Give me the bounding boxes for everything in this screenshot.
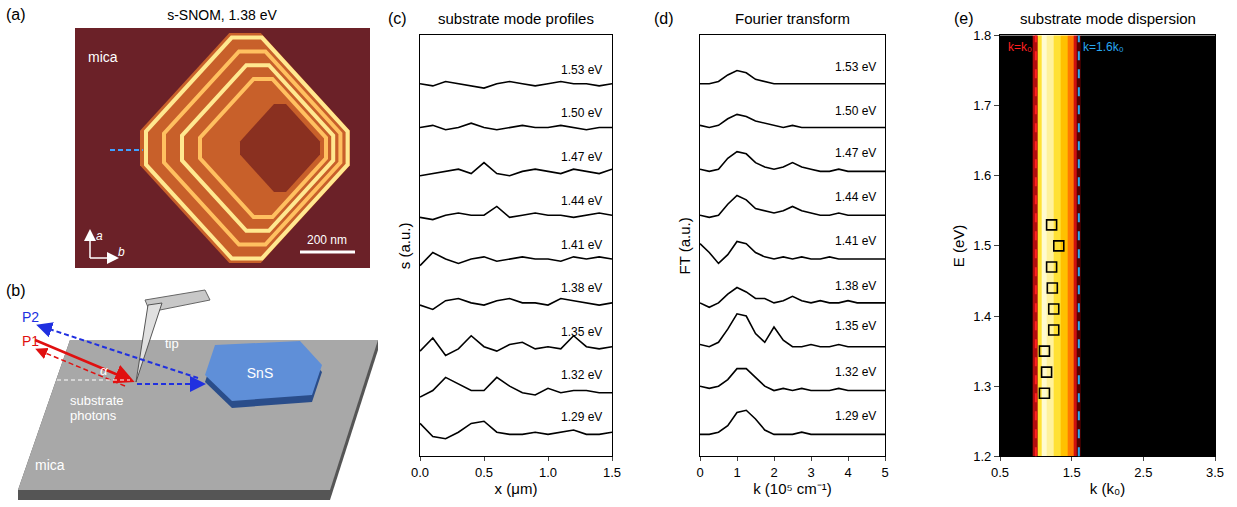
svg-text:s-SNOM, 1.38 eV: s-SNOM, 1.38 eV (167, 7, 277, 23)
svg-text:mica: mica (88, 49, 118, 65)
svg-text:(e): (e) (954, 10, 974, 27)
svg-text:1.38 eV: 1.38 eV (561, 281, 602, 295)
svg-text:1.35 eV: 1.35 eV (561, 325, 602, 339)
svg-text:1.6: 1.6 (973, 168, 991, 183)
svg-text:α: α (100, 363, 108, 378)
svg-text:x (μm): x (μm) (495, 480, 538, 497)
svg-text:1.29 eV: 1.29 eV (561, 410, 602, 424)
svg-text:2: 2 (770, 465, 777, 480)
svg-text:P1: P1 (22, 333, 39, 349)
svg-text:1.50 eV: 1.50 eV (835, 104, 876, 118)
svg-text:1.38 eV: 1.38 eV (835, 279, 876, 293)
svg-text:1.3: 1.3 (973, 379, 991, 394)
svg-text:0: 0 (696, 465, 703, 480)
svg-text:1.5: 1.5 (603, 465, 621, 480)
svg-text:E (eV): E (eV) (950, 225, 967, 268)
svg-text:k=1.6k₀: k=1.6k₀ (1083, 40, 1124, 54)
svg-text:1.29 eV: 1.29 eV (835, 409, 876, 423)
svg-text:1.7: 1.7 (973, 98, 991, 113)
svg-text:SnS: SnS (247, 365, 273, 381)
svg-text:substrate mode profiles: substrate mode profiles (438, 10, 594, 27)
svg-text:(a): (a) (6, 6, 26, 23)
svg-text:photons: photons (70, 408, 117, 423)
svg-text:1: 1 (733, 465, 740, 480)
svg-text:1.2: 1.2 (973, 449, 991, 464)
svg-text:1.53 eV: 1.53 eV (835, 60, 876, 74)
svg-text:b: b (118, 245, 125, 259)
svg-text:1.5: 1.5 (1063, 465, 1081, 480)
svg-text:k (10⁵ cm⁻¹): k (10⁵ cm⁻¹) (753, 480, 832, 497)
svg-text:a: a (96, 229, 103, 243)
svg-text:tip: tip (165, 336, 179, 351)
svg-text:1.50 eV: 1.50 eV (561, 106, 602, 120)
svg-text:1.47 eV: 1.47 eV (835, 146, 876, 160)
svg-text:1.5: 1.5 (973, 238, 991, 253)
svg-text:1.35 eV: 1.35 eV (835, 319, 876, 333)
svg-text:5: 5 (881, 465, 888, 480)
svg-text:1.0: 1.0 (539, 465, 557, 480)
svg-text:1.41 eV: 1.41 eV (835, 234, 876, 248)
svg-text:k=k₀: k=k₀ (1008, 40, 1032, 54)
svg-text:s (a.u.): s (a.u.) (396, 223, 413, 270)
svg-text:k (k₀): k (k₀) (1090, 480, 1125, 497)
svg-text:1.8: 1.8 (973, 28, 991, 43)
svg-text:3: 3 (807, 465, 814, 480)
svg-text:(b): (b) (6, 282, 26, 299)
svg-text:1.44 eV: 1.44 eV (561, 194, 602, 208)
svg-text:1.41 eV: 1.41 eV (561, 238, 602, 252)
svg-text:mica: mica (35, 457, 65, 473)
svg-text:0.5: 0.5 (475, 465, 493, 480)
svg-text:0.5: 0.5 (991, 465, 1009, 480)
svg-text:Fourier transform: Fourier transform (735, 10, 850, 27)
svg-text:4: 4 (844, 465, 851, 480)
svg-text:FT (a.u.): FT (a.u.) (676, 217, 693, 274)
svg-text:substrate mode dispersion: substrate mode dispersion (1020, 10, 1196, 27)
svg-text:P2: P2 (22, 309, 39, 325)
svg-text:1.44 eV: 1.44 eV (835, 190, 876, 204)
svg-text:1.4: 1.4 (973, 309, 991, 324)
svg-text:3.5: 3.5 (1206, 465, 1224, 480)
svg-text:1.47 eV: 1.47 eV (561, 150, 602, 164)
svg-text:0.0: 0.0 (411, 465, 429, 480)
svg-text:(c): (c) (388, 10, 407, 27)
svg-text:2.5: 2.5 (1134, 465, 1152, 480)
svg-text:1.32 eV: 1.32 eV (835, 365, 876, 379)
svg-text:substrate: substrate (70, 393, 123, 408)
svg-text:(d): (d) (654, 10, 674, 27)
svg-text:200 nm: 200 nm (307, 233, 347, 247)
svg-text:1.32 eV: 1.32 eV (561, 368, 602, 382)
svg-text:1.53 eV: 1.53 eV (561, 63, 602, 77)
